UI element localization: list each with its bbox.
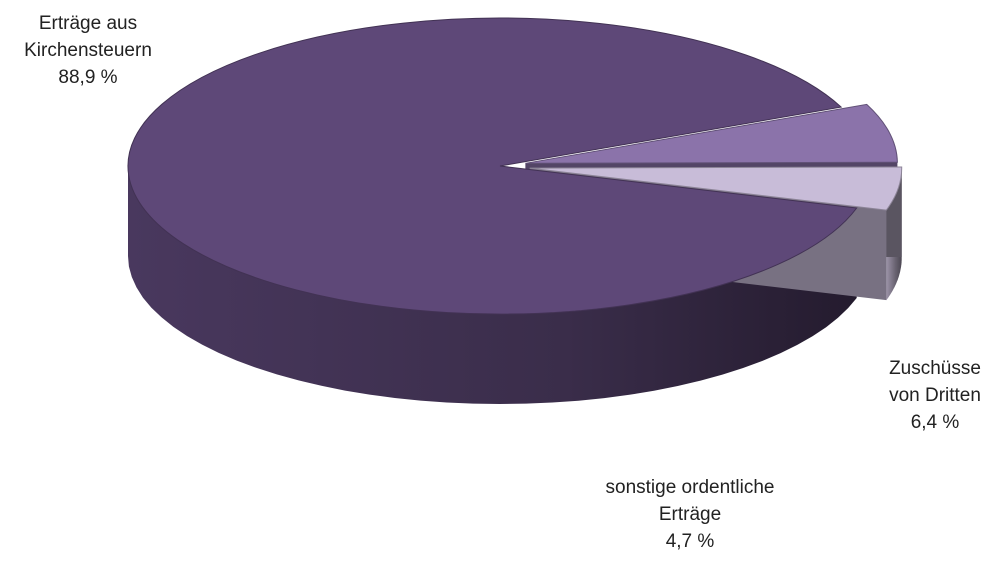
value-sonstige: 4,7 %: [665, 531, 715, 552]
label-kirchensteuern-line1: Erträge aus: [38, 13, 138, 34]
label-sonstige-line2: Erträge: [658, 504, 722, 525]
value-kirchensteuern: 88,9 %: [58, 67, 118, 88]
label-sonstige-line1: sonstige ordentliche: [605, 477, 775, 498]
label-kirchensteuern-line2: Kirchensteuern: [24, 40, 152, 61]
pie-slice-1: [525, 103, 898, 164]
label-kirchensteuern: Erträge aus Kirchensteuern 88,9 %: [0, 10, 176, 91]
label-zuschuesse-line2: von Dritten: [889, 385, 981, 406]
pie-slice-2: [529, 166, 903, 211]
label-zuschuesse-line1: Zuschüsse: [889, 358, 981, 379]
label-zuschuesse: Zuschüsse von Dritten 6,4 %: [862, 355, 1008, 436]
pie-slice-wall-0: [128, 166, 857, 404]
pie-slices: [127, 17, 903, 404]
value-zuschuesse: 6,4 %: [910, 412, 960, 433]
label-sonstige: sonstige ordentliche Erträge 4,7 %: [560, 474, 820, 555]
pie-slice-0: [127, 17, 858, 315]
